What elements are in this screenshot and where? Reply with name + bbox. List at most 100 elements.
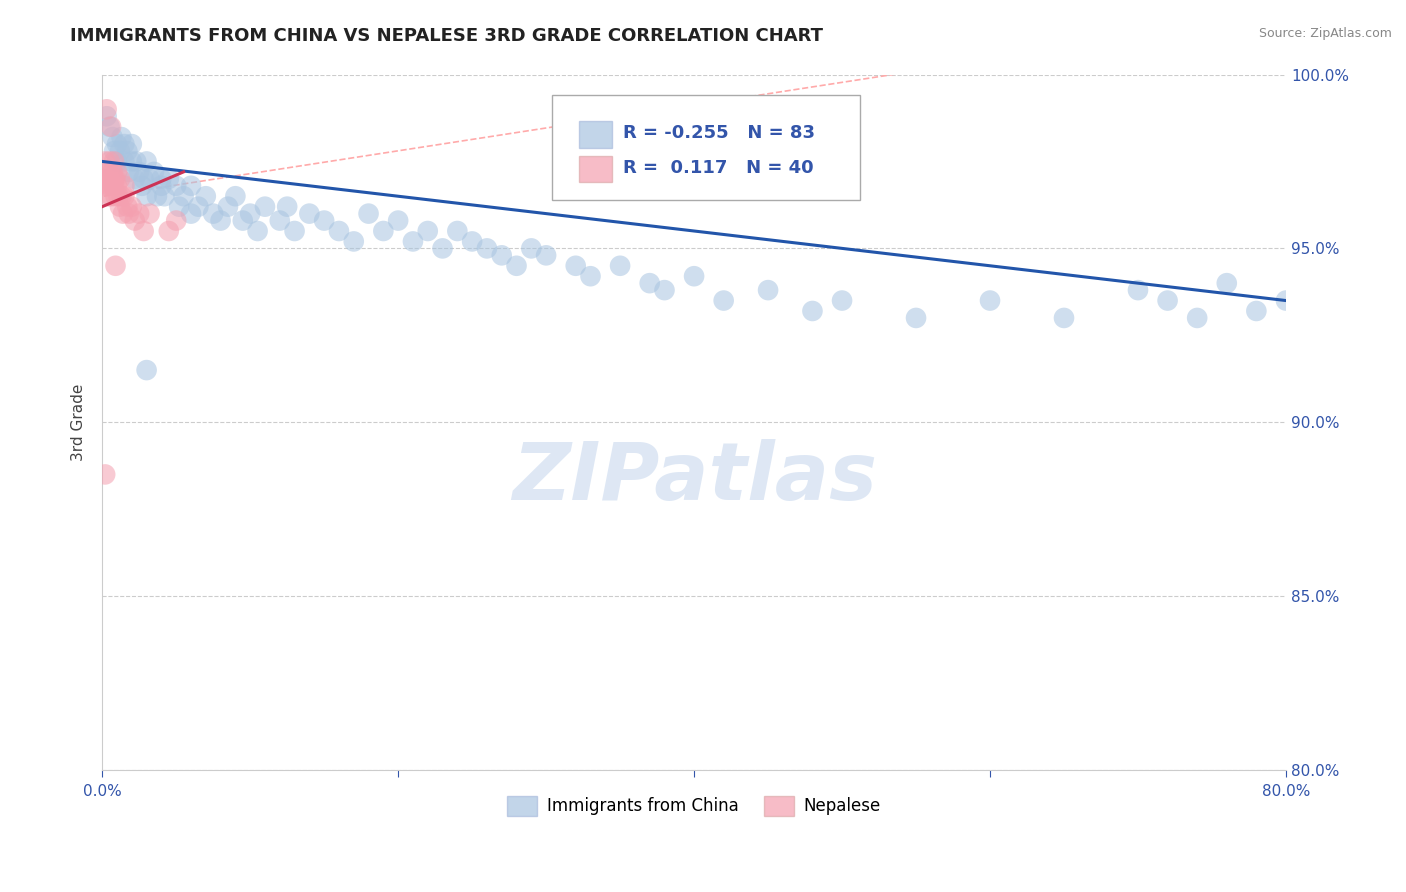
- Point: [128, 165, 150, 179]
- Point: [108, 200, 131, 214]
- Point: [101, 165, 124, 179]
- Point: [402, 235, 425, 249]
- Point: [157, 224, 180, 238]
- Point: [150, 178, 173, 193]
- Point: [1246, 304, 1268, 318]
- Point: [157, 171, 180, 186]
- Point: [118, 165, 141, 179]
- Point: [432, 241, 454, 255]
- Point: [1216, 276, 1239, 290]
- Point: [110, 189, 132, 203]
- Point: [124, 171, 146, 186]
- Point: [96, 178, 118, 193]
- Point: [1156, 293, 1178, 308]
- Point: [579, 269, 602, 284]
- Point: [173, 189, 195, 203]
- Point: [112, 189, 135, 203]
- Point: [520, 241, 543, 255]
- Point: [100, 171, 122, 186]
- Point: [96, 109, 118, 123]
- Point: [121, 154, 143, 169]
- Point: [112, 137, 135, 152]
- Point: [108, 171, 131, 186]
- Point: [117, 200, 139, 214]
- Point: [124, 213, 146, 227]
- Point: [131, 178, 153, 193]
- Point: [103, 154, 125, 169]
- Point: [416, 224, 439, 238]
- Point: [105, 154, 128, 169]
- Point: [94, 154, 117, 169]
- Point: [276, 200, 298, 214]
- Point: [165, 178, 187, 193]
- Point: [112, 154, 135, 169]
- Point: [94, 467, 117, 482]
- Point: [232, 213, 254, 227]
- Point: [253, 200, 276, 214]
- Point: [373, 224, 395, 238]
- FancyBboxPatch shape: [553, 95, 860, 200]
- Point: [138, 206, 160, 220]
- Point: [111, 206, 134, 220]
- Point: [1053, 310, 1076, 325]
- Point: [118, 206, 141, 220]
- Point: [269, 213, 291, 227]
- Point: [135, 189, 157, 203]
- Point: [132, 171, 155, 186]
- Point: [461, 235, 484, 249]
- Point: [609, 259, 631, 273]
- Point: [1275, 293, 1298, 308]
- Point: [187, 200, 209, 214]
- Point: [217, 200, 239, 214]
- Legend: Immigrants from China, Nepalese: Immigrants from China, Nepalese: [499, 788, 890, 824]
- Text: R = -0.255   N = 83: R = -0.255 N = 83: [623, 124, 815, 142]
- Point: [108, 144, 131, 158]
- Point: [284, 224, 307, 238]
- Point: [143, 165, 166, 179]
- Point: [167, 200, 190, 214]
- Point: [98, 154, 121, 169]
- Point: [96, 165, 118, 179]
- Text: R =  0.117   N = 40: R = 0.117 N = 40: [623, 160, 814, 178]
- Point: [713, 293, 735, 308]
- Point: [298, 206, 321, 220]
- Point: [224, 189, 246, 203]
- Point: [121, 200, 143, 214]
- Point: [128, 206, 150, 220]
- Text: Source: ZipAtlas.com: Source: ZipAtlas.com: [1258, 27, 1392, 40]
- Point: [135, 154, 157, 169]
- Point: [105, 137, 128, 152]
- Point: [505, 259, 527, 273]
- Point: [103, 178, 125, 193]
- Point: [683, 269, 706, 284]
- Point: [246, 224, 269, 238]
- Point: [117, 144, 139, 158]
- Point: [150, 171, 173, 186]
- Point: [979, 293, 1001, 308]
- Point: [446, 224, 468, 238]
- Point: [180, 206, 202, 220]
- Point: [135, 363, 157, 377]
- Text: IMMIGRANTS FROM CHINA VS NEPALESE 3RD GRADE CORRELATION CHART: IMMIGRANTS FROM CHINA VS NEPALESE 3RD GR…: [70, 27, 824, 45]
- Point: [209, 213, 232, 227]
- Point: [654, 283, 676, 297]
- Point: [1126, 283, 1149, 297]
- Point: [165, 213, 187, 227]
- Point: [564, 259, 586, 273]
- Point: [125, 154, 148, 169]
- Point: [357, 206, 380, 220]
- Point: [100, 120, 122, 134]
- Point: [180, 178, 202, 193]
- Point: [801, 304, 824, 318]
- Point: [328, 224, 350, 238]
- Point: [202, 206, 225, 220]
- Point: [104, 259, 127, 273]
- Point: [104, 189, 127, 203]
- Point: [110, 130, 132, 145]
- Point: [97, 189, 120, 203]
- Point: [97, 171, 120, 186]
- Point: [100, 189, 122, 203]
- Point: [146, 189, 169, 203]
- Point: [343, 235, 366, 249]
- Point: [101, 130, 124, 145]
